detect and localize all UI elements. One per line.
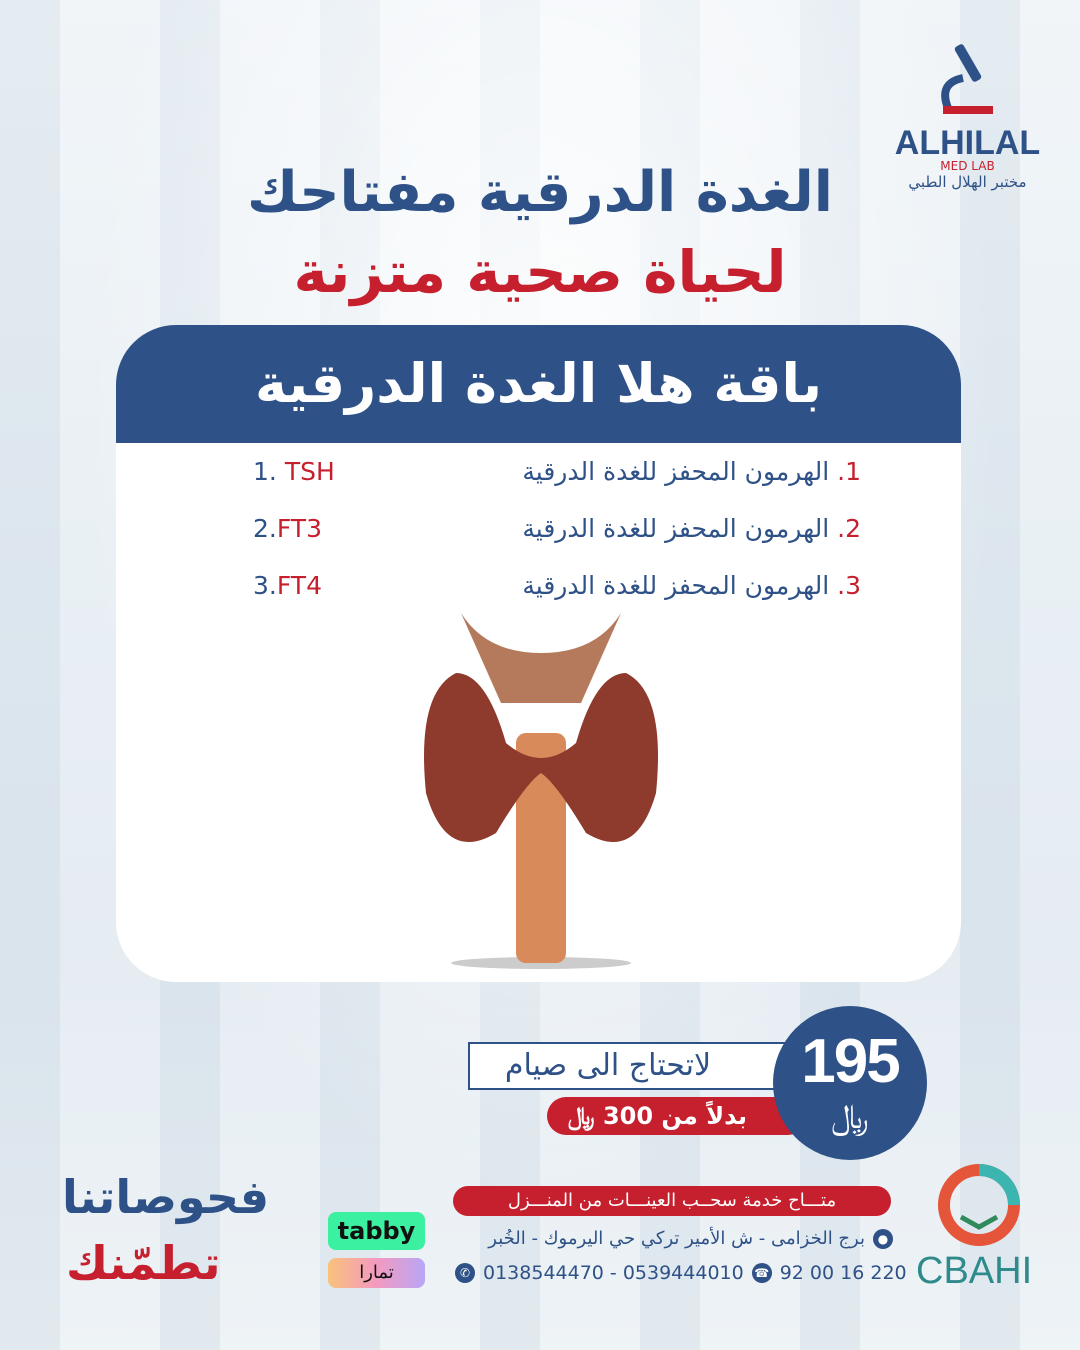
tabby-logo: tabby	[328, 1212, 425, 1250]
cbahi-label: CBAHI	[916, 1250, 1033, 1292]
no-fasting-label: لاتحتاج الى صيام	[468, 1042, 788, 1090]
cbahi-emblem	[938, 1164, 1020, 1246]
slogan-line2: تطمّنك	[66, 1236, 221, 1290]
phones: ✆ 0138544470 - 0539444010 ☎ 92 00 16 220	[455, 1262, 907, 1284]
alhilal-logo: ALHILAL MED LAB مختبر الهلال الطبي	[890, 38, 1045, 191]
address: ● برج الخزامى - ش الأمير تركي حي اليرموك…	[488, 1228, 893, 1249]
test-item: 2. الهرمون المحفز للغدة الدرقية 2.FT3	[253, 514, 861, 543]
microscope-icon	[940, 44, 993, 114]
phone-icon: ☎	[751, 1263, 772, 1283]
price-badge: 195 ﷼	[773, 1006, 927, 1160]
slogan-line1: فحوصاتنا	[62, 1170, 270, 1224]
test-item: 1. الهرمون المحفز للغدة الدرقية 1. TSH	[253, 457, 861, 486]
headline-line2: لحياة صحية متزنة	[293, 238, 787, 306]
test-item: 3. الهرمون المحفز للغدة الدرقية 3.FT4	[253, 571, 861, 600]
tamara-logo: تمارا	[328, 1258, 425, 1288]
home-service-banner: متـــاح خدمة سحــب العينـــات من المنـــ…	[453, 1186, 891, 1216]
headline-line1: الغدة الدرقية مفتاحك	[247, 160, 833, 225]
location-pin-icon: ●	[873, 1228, 893, 1249]
original-price-badge: بدلاً من 300 ﷼	[547, 1097, 807, 1135]
package-title: باقة هلا الغدة الدرقية	[116, 325, 961, 443]
package-card: باقة هلا الغدة الدرقية 1. الهرمون المحفز…	[116, 325, 961, 982]
whatsapp-icon: ✆	[455, 1263, 475, 1283]
thyroid-illustration	[424, 613, 658, 969]
